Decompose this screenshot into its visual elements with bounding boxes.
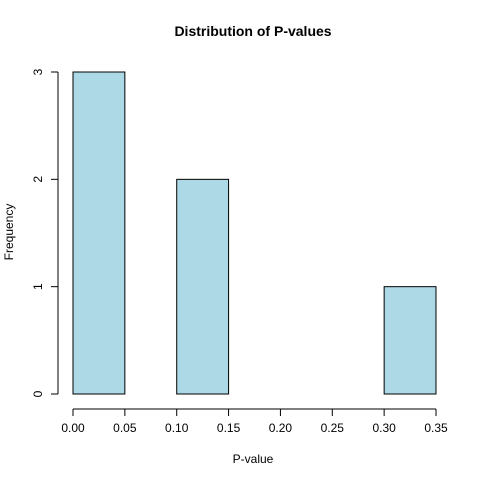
histogram-bar-2: [176, 178, 230, 395]
chart-title: Distribution of P-values: [174, 23, 331, 39]
y-tick-label: 2: [31, 176, 45, 183]
y-axis-title: Frequency: [2, 204, 16, 261]
x-tick-label: 0.30: [372, 421, 396, 435]
histogram-bar-6: [383, 286, 437, 395]
y-tick-label: 3: [31, 68, 45, 75]
x-axis: 0.00 0.05 0.10 0.15 0.20 0.25 0.30 0.35: [61, 408, 448, 435]
histogram-bar-0: [72, 71, 126, 395]
x-tick-label: 0.20: [269, 421, 293, 435]
y-tick-label: 0: [31, 390, 45, 397]
bars-group: [72, 71, 437, 395]
x-tick-label: 0.25: [321, 421, 345, 435]
x-axis-title: P-value: [233, 452, 274, 466]
y-axis: 0 1 2 3: [31, 68, 59, 397]
x-tick-label: 0.00: [61, 421, 85, 435]
y-tick-label: 1: [31, 283, 45, 290]
x-tick-label: 0.10: [165, 421, 189, 435]
x-tick-label: 0.35: [424, 421, 448, 435]
x-tick-label: 0.15: [217, 421, 241, 435]
x-tick-label: 0.05: [113, 421, 137, 435]
